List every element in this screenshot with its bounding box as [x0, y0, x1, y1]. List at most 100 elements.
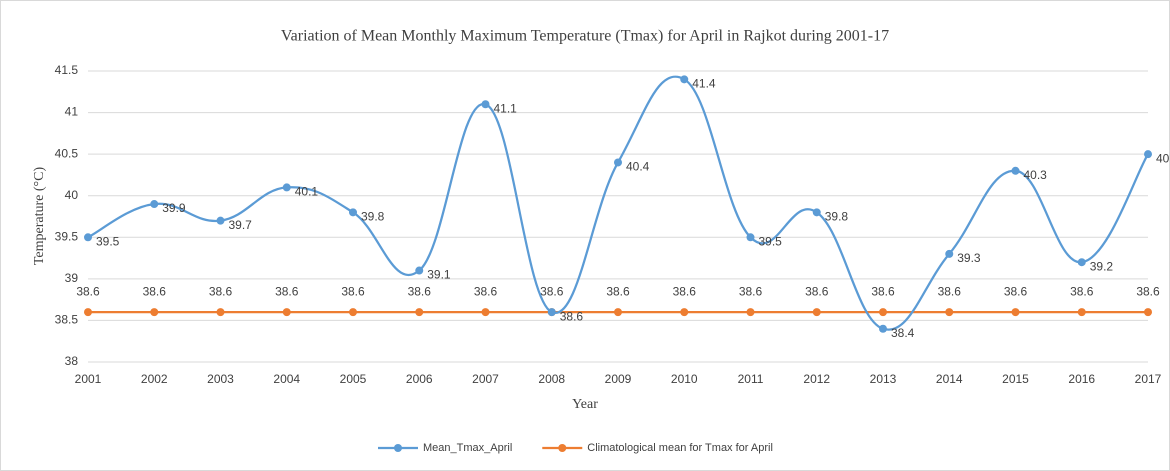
y-tick-label: 41.5	[55, 63, 79, 77]
y-tick-label: 41	[65, 105, 79, 119]
data-label: 38.6	[474, 284, 498, 298]
data-label: 38.6	[805, 284, 829, 298]
legend-label: Mean_Tmax_April	[423, 442, 512, 454]
y-tick-label: 39	[65, 271, 79, 285]
data-label: 39.9	[162, 201, 186, 215]
data-point	[216, 308, 225, 317]
series-line	[87, 75, 1149, 331]
data-point	[879, 308, 887, 317]
y-tick-label: 39.5	[55, 229, 79, 243]
x-tick-label: 2007	[472, 372, 499, 386]
data-label: 41.1	[494, 101, 518, 115]
x-tick-label: 2006	[406, 372, 433, 386]
x-tick-label: 2014	[936, 372, 963, 386]
data-label: 38.6	[1136, 284, 1160, 298]
data-label: 38.6	[408, 284, 432, 298]
x-tick-label: 2017	[1135, 372, 1162, 386]
data-label: 38.6	[673, 284, 697, 298]
data-point	[1077, 308, 1086, 317]
data-point	[1144, 308, 1152, 317]
x-tick-label: 2011	[738, 372, 764, 386]
data-point	[746, 233, 755, 242]
data-label: 40.5	[1156, 151, 1170, 165]
y-tick-label: 40.5	[55, 146, 79, 160]
data-point	[1011, 166, 1020, 175]
data-point	[150, 200, 159, 209]
data-point	[481, 100, 490, 109]
data-point	[614, 158, 622, 167]
x-tick-label: 2004	[273, 372, 300, 386]
data-point	[945, 308, 954, 317]
data-label: 38.6	[209, 284, 233, 298]
x-tick-label: 2003	[207, 372, 234, 386]
data-label: 38.6	[540, 284, 564, 298]
data-point	[746, 308, 755, 317]
data-point	[680, 75, 689, 84]
x-axis-label: Year	[572, 397, 598, 412]
data-point	[1144, 150, 1152, 159]
data-label: 38.6	[606, 284, 630, 298]
data-label: 40.3	[1024, 168, 1048, 182]
x-tick-label: 2001	[75, 372, 102, 386]
data-label: 38.6	[76, 284, 100, 298]
data-label: 41.4	[692, 76, 716, 90]
data-label: 38.6	[1070, 284, 1094, 298]
data-label: 39.2	[1090, 259, 1114, 273]
data-point	[349, 308, 357, 317]
data-point	[614, 308, 622, 317]
x-tick-label: 2010	[671, 372, 698, 386]
data-point	[945, 249, 954, 258]
y-axis-label: Temperature (°C)	[32, 167, 47, 266]
data-point	[150, 308, 159, 317]
data-point	[84, 233, 92, 242]
y-tick-label: 38	[65, 354, 79, 368]
data-point	[415, 308, 424, 317]
data-label: 40.1	[295, 185, 319, 199]
data-point	[812, 208, 821, 217]
legend-marker	[394, 444, 402, 452]
x-tick-label: 2015	[1002, 372, 1029, 386]
x-tick-label: 2013	[870, 372, 897, 386]
data-label: 39.8	[825, 210, 849, 224]
data-point	[282, 308, 291, 317]
x-tick-label: 2002	[141, 372, 168, 386]
x-tick-label: 2012	[803, 372, 830, 386]
data-point	[812, 308, 821, 317]
data-point	[415, 266, 424, 275]
data-point	[879, 324, 887, 333]
data-label: 39.8	[361, 210, 385, 224]
x-tick-label: 2016	[1068, 372, 1095, 386]
legend-marker	[558, 444, 567, 452]
data-point	[349, 208, 357, 217]
data-point	[216, 216, 225, 225]
data-point	[1077, 258, 1086, 267]
data-label: 38.6	[871, 284, 895, 298]
legend-label: Climatological mean for Tmax for April	[587, 442, 773, 454]
x-tick-label: 2009	[605, 372, 632, 386]
y-tick-label: 40	[65, 188, 79, 202]
data-label: 38.6	[560, 309, 584, 323]
data-label: 38.6	[341, 284, 365, 298]
data-label: 38.6	[1004, 284, 1028, 298]
data-label: 39.1	[427, 268, 451, 282]
data-label: 38.4	[891, 326, 915, 340]
data-label: 39.5	[759, 234, 783, 248]
data-point	[1011, 308, 1020, 317]
data-label: 39.3	[957, 251, 981, 265]
data-label: 39.5	[96, 234, 120, 248]
data-point	[547, 308, 556, 317]
data-label: 38.6	[275, 284, 299, 298]
data-point	[680, 308, 689, 317]
data-label: 38.6	[143, 284, 167, 298]
data-point	[481, 308, 490, 317]
data-label: 38.6	[938, 284, 962, 298]
data-label: 40.4	[626, 160, 650, 174]
x-tick-label: 2008	[538, 372, 565, 386]
data-label: 39.7	[229, 218, 253, 232]
data-label: 38.6	[739, 284, 763, 298]
y-tick-label: 38.5	[55, 313, 79, 327]
x-tick-label: 2005	[340, 372, 367, 386]
chart-title: Variation of Mean Monthly Maximum Temper…	[281, 28, 889, 45]
